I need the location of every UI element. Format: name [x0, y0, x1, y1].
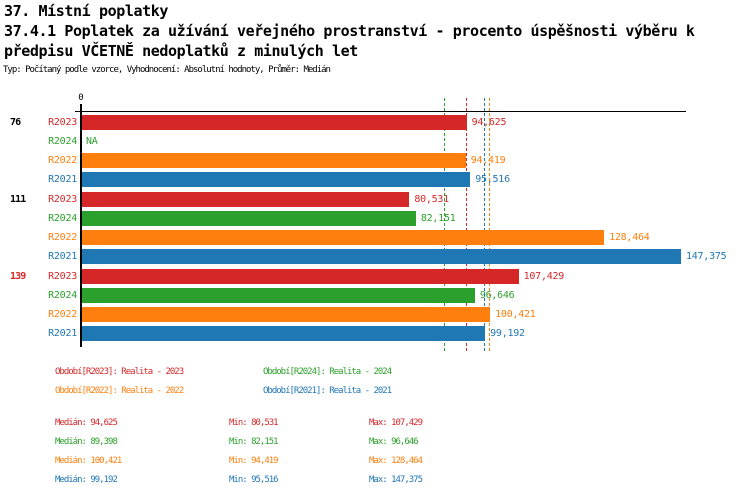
- report-subtitle-line2: předpisu VČETNĚ nedoplatků z minulých le…: [4, 42, 358, 60]
- group-label-139: 139: [10, 271, 26, 282]
- bar-r2024-139: [82, 288, 475, 303]
- bar-value-r2024-76: NA: [86, 136, 98, 147]
- bar-value-r2023-111: 80,531: [414, 194, 449, 205]
- stat-median-r2023: Medián: 94,625: [55, 418, 118, 428]
- row-label-r2023-139: R2023: [48, 271, 77, 282]
- bar-r2021-76: [82, 172, 471, 187]
- bar-value-r2023-76: 94,625: [471, 117, 507, 128]
- row-label-r2024-76: R2024: [48, 136, 77, 147]
- stats-table: Medián: 94,625 Min: 80,531 Max: 107,429 Med…: [55, 417, 735, 495]
- bar-value-r2022-76: 94,419: [470, 155, 506, 166]
- y-axis-line: [80, 104, 82, 347]
- bar-r2022-139: [82, 307, 491, 322]
- stat-median-r2024: Medián: 89,398: [55, 437, 118, 447]
- legend-item-r2024: Období[R2024]: Realita - 2024: [263, 367, 392, 377]
- x-axis-tick-label: 0: [78, 93, 84, 103]
- group-label-111: 111: [10, 194, 26, 205]
- row-label-r2022-76: R2022: [48, 155, 77, 166]
- legend: Období[R2023]: Realita - 2023 Období[R202…: [55, 366, 695, 406]
- bar-value-r2024-139: 96,646: [479, 290, 515, 301]
- median-line-r2022: [489, 98, 491, 351]
- report-subtitle-line1: 37.4.1 Poplatek za užívání veřejného pro…: [4, 22, 695, 40]
- legend-item-r2022: Období[R2022]: Realita - 2022: [55, 386, 184, 396]
- bar-value-r2021-76: 95,516: [475, 174, 510, 185]
- bar-value-r2022-139: 100,421: [495, 309, 536, 320]
- report-title: 37. Místní poplatky: [4, 2, 168, 20]
- bar-r2021-139: [82, 326, 486, 341]
- bar-r2023-76: [82, 115, 467, 130]
- row-label-r2023-111: R2023: [48, 194, 77, 205]
- stat-min-r2024: Min: 82,151: [229, 437, 279, 447]
- stat-max-r2022: Max: 128,464: [369, 456, 423, 466]
- stat-min-r2021: Min: 95,516: [229, 475, 279, 485]
- row-label-r2021-111: R2021: [48, 251, 77, 262]
- bar-r2021-111: [82, 249, 681, 264]
- stat-min-r2023: Min: 80,531: [229, 418, 279, 428]
- median-line-r2023: [465, 98, 467, 351]
- bar-value-r2021-139: 99,192: [490, 328, 525, 339]
- stat-median-r2021: Medián: 99,192: [55, 475, 118, 485]
- row-label-r2021-76: R2021: [48, 174, 77, 185]
- bar-r2023-111: [82, 192, 410, 207]
- bar-value-r2023-139: 107,429: [523, 271, 565, 282]
- row-label-r2022-111: R2022: [48, 232, 77, 243]
- bar-r2022-76: [82, 153, 466, 168]
- group-label-76: 76: [10, 117, 21, 128]
- median-line-r2021: [484, 98, 486, 351]
- stat-max-r2023: Max: 107,429: [369, 418, 423, 428]
- bar-value-r2024-111: 82,151: [420, 213, 456, 224]
- x-axis-line: [75, 111, 686, 112]
- stat-median-r2022: Medián: 100,421: [55, 456, 122, 466]
- row-label-r2024-111: R2024: [48, 213, 77, 224]
- bar-value-r2021-111: 147,375: [686, 251, 727, 262]
- bar-r2024-111: [82, 211, 416, 226]
- bar-value-r2022-111: 128,464: [609, 232, 650, 243]
- stat-max-r2024: Max: 96,646: [369, 437, 419, 447]
- row-label-r2024-139: R2024: [48, 290, 77, 301]
- bar-r2023-139: [82, 269, 519, 284]
- bar-r2022-111: [82, 230, 605, 245]
- row-label-r2022-139: R2022: [48, 309, 77, 320]
- stat-max-r2021: Max: 147,375: [369, 475, 423, 485]
- chart-meta: Typ: Počítaný podle vzorce, Vyhodnocení:…: [3, 65, 331, 75]
- row-label-r2023-76: R2023: [48, 117, 77, 128]
- legend-item-r2023: Období[R2023]: Realita - 2023: [55, 367, 184, 377]
- row-label-r2021-139: R2021: [48, 328, 77, 339]
- stat-min-r2022: Min: 94,419: [229, 456, 279, 466]
- median-line-r2024: [444, 98, 446, 351]
- legend-item-r2021: Období[R2021]: Realita - 2021: [263, 386, 392, 396]
